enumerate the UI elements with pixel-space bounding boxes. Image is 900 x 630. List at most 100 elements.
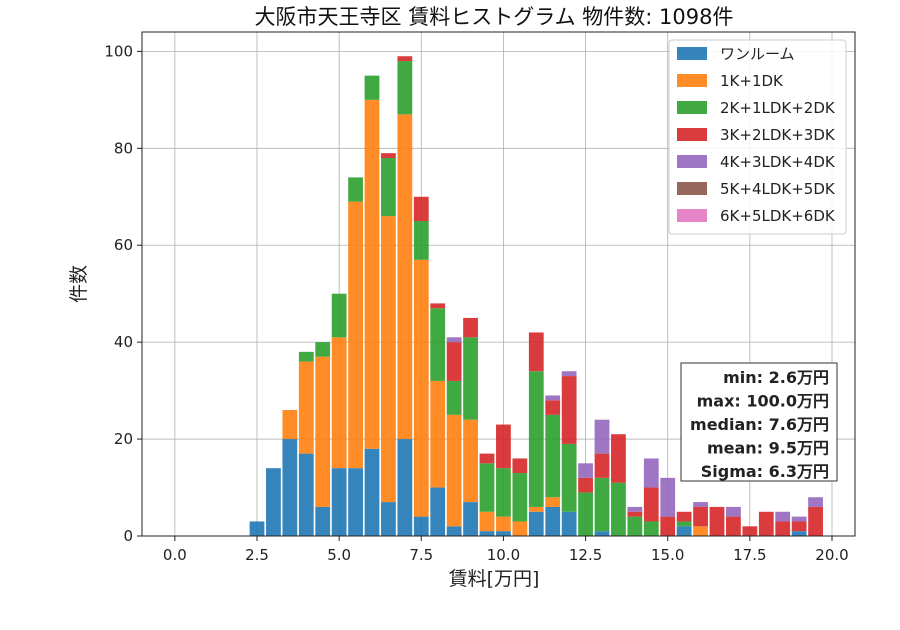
bar-s3-b14	[479, 453, 495, 464]
legend-label-5: 5K+4LDK+5DK	[720, 180, 836, 198]
bar-s3-b28	[709, 506, 725, 536]
legend-swatch-6	[677, 209, 707, 222]
bar-s3-b12	[446, 342, 462, 381]
legend-swatch-4	[677, 155, 707, 168]
x-tick-label-5: 12.5	[569, 546, 602, 564]
bar-s2-b13	[463, 337, 478, 420]
y-tick-label-2: 40	[114, 333, 133, 351]
bar-s4-b24	[643, 458, 659, 488]
bar-s0-b21	[594, 531, 610, 536]
bar-s4-b18	[545, 395, 561, 401]
bar-s3-b21	[594, 453, 610, 478]
bar-s2-b11	[430, 308, 446, 381]
x-tick-label-0: 0.0	[163, 546, 187, 564]
bar-s3-b19	[561, 376, 577, 444]
bar-s2-b8	[381, 158, 396, 217]
bar-s2-b17	[528, 371, 544, 507]
legend-swatch-5	[677, 182, 707, 195]
bar-s0-b3	[298, 453, 314, 536]
stats-line-0: min: 2.6万円	[723, 368, 829, 387]
bar-s0-b6	[348, 468, 363, 536]
bar-s1-b6	[348, 201, 363, 469]
bar-s3-b20	[578, 477, 593, 493]
bar-s3-b15	[496, 424, 511, 469]
bar-s3-b18	[545, 400, 561, 415]
bar-s1-b17	[528, 506, 544, 512]
bar-s1-b2	[282, 410, 298, 440]
bar-s2-b23	[627, 516, 643, 536]
bar-s4-b20	[578, 463, 593, 478]
bar-s3-b23	[627, 511, 643, 517]
stats-box: min: 2.6万円 max: 100.0万円 median: 7.6万円 mean:…	[680, 362, 838, 482]
legend-label-3: 3K+2LDK+3DK	[720, 126, 836, 144]
bar-s0-b13	[463, 502, 478, 536]
bar-s1-b7	[364, 99, 380, 449]
legend-swatch-1	[677, 74, 707, 87]
bar-s2-b24	[643, 521, 659, 536]
x-tick-label-8: 20.0	[815, 546, 848, 564]
bar-s0-b19	[561, 511, 577, 536]
bar-s0-b17	[528, 511, 544, 536]
stats-box-frame	[680, 362, 838, 482]
bar-s0-b7	[364, 448, 380, 536]
bar-s0-b9	[397, 439, 413, 536]
bar-s2-b19	[561, 443, 577, 512]
bar-s1-b5	[331, 337, 347, 469]
bar-s0-b14	[479, 531, 495, 536]
bar-s1-b18	[545, 497, 561, 507]
y-tick-label-3: 60	[114, 236, 133, 254]
bar-s1-b12	[446, 414, 462, 527]
bar-s3-b17	[528, 332, 544, 372]
bar-s3-b29	[726, 516, 741, 536]
bar-s1-b4	[315, 356, 331, 507]
bars	[249, 56, 823, 536]
bar-s1-b11	[430, 380, 446, 488]
y-tick-label-0: 0	[123, 527, 133, 545]
stats-line-1: max: 100.0万円	[697, 392, 829, 411]
y-tick-label-5: 100	[104, 42, 133, 60]
legend-label-1: 1K+1DK	[720, 72, 784, 90]
chart-title: 大阪市天王寺区 賃料ヒストグラム 物件数: 1098件	[255, 5, 734, 29]
x-axis-ticks: 0.0 2.5 5.0 7.5 10.0 12.5 15.0 17.5 20.0	[163, 536, 849, 564]
legend-box	[668, 39, 847, 235]
y-tick-label-4: 80	[114, 139, 133, 157]
bar-s3-b27	[693, 506, 708, 527]
bar-s4-b12	[446, 337, 462, 343]
stats-line-2: median: 7.6万円	[690, 415, 829, 434]
bar-s1-b13	[463, 419, 478, 503]
bar-s3-b13	[463, 317, 478, 338]
x-tick-label-6: 15.0	[651, 546, 684, 564]
bar-s0-b0	[249, 521, 265, 536]
y-axis-ticks: 0 20 40 60 80 100	[104, 42, 142, 545]
stats-line-3: mean: 9.5万円	[707, 439, 829, 458]
legend-swatch-0	[677, 47, 707, 60]
x-axis-title: 賃料[万円]	[449, 568, 540, 590]
bar-s3-b30	[742, 526, 758, 536]
bar-s1-b27	[693, 526, 708, 536]
bar-s4-b34	[808, 497, 823, 507]
bar-s2-b6	[348, 177, 363, 202]
bar-s0-b33	[791, 531, 807, 536]
bar-s1-b16	[512, 521, 528, 536]
bar-s2-b5	[331, 293, 347, 338]
bar-s3-b16	[512, 458, 528, 473]
bar-s2-b18	[545, 414, 561, 498]
bar-s2-b26	[676, 521, 692, 527]
bar-s0-b1	[266, 468, 281, 536]
x-tick-label-2: 5.0	[327, 546, 351, 564]
bar-s3-b8	[381, 153, 396, 158]
y-tick-label-1: 20	[114, 430, 133, 448]
bar-s3-b32	[775, 521, 791, 536]
bar-s2-b4	[315, 342, 331, 357]
bar-s1-b8	[381, 216, 396, 503]
x-tick-label-3: 7.5	[409, 546, 433, 564]
bar-s2-b22	[611, 482, 626, 536]
bar-s1-b3	[298, 361, 314, 454]
bar-s3-b26	[676, 511, 692, 522]
bar-s1-b9	[397, 114, 413, 440]
bar-s3-b34	[808, 506, 823, 536]
legend-label-2: 2K+1LDK+2DK	[720, 99, 836, 117]
x-tick-label-4: 10.0	[487, 546, 520, 564]
bar-s3-b9	[397, 56, 413, 62]
